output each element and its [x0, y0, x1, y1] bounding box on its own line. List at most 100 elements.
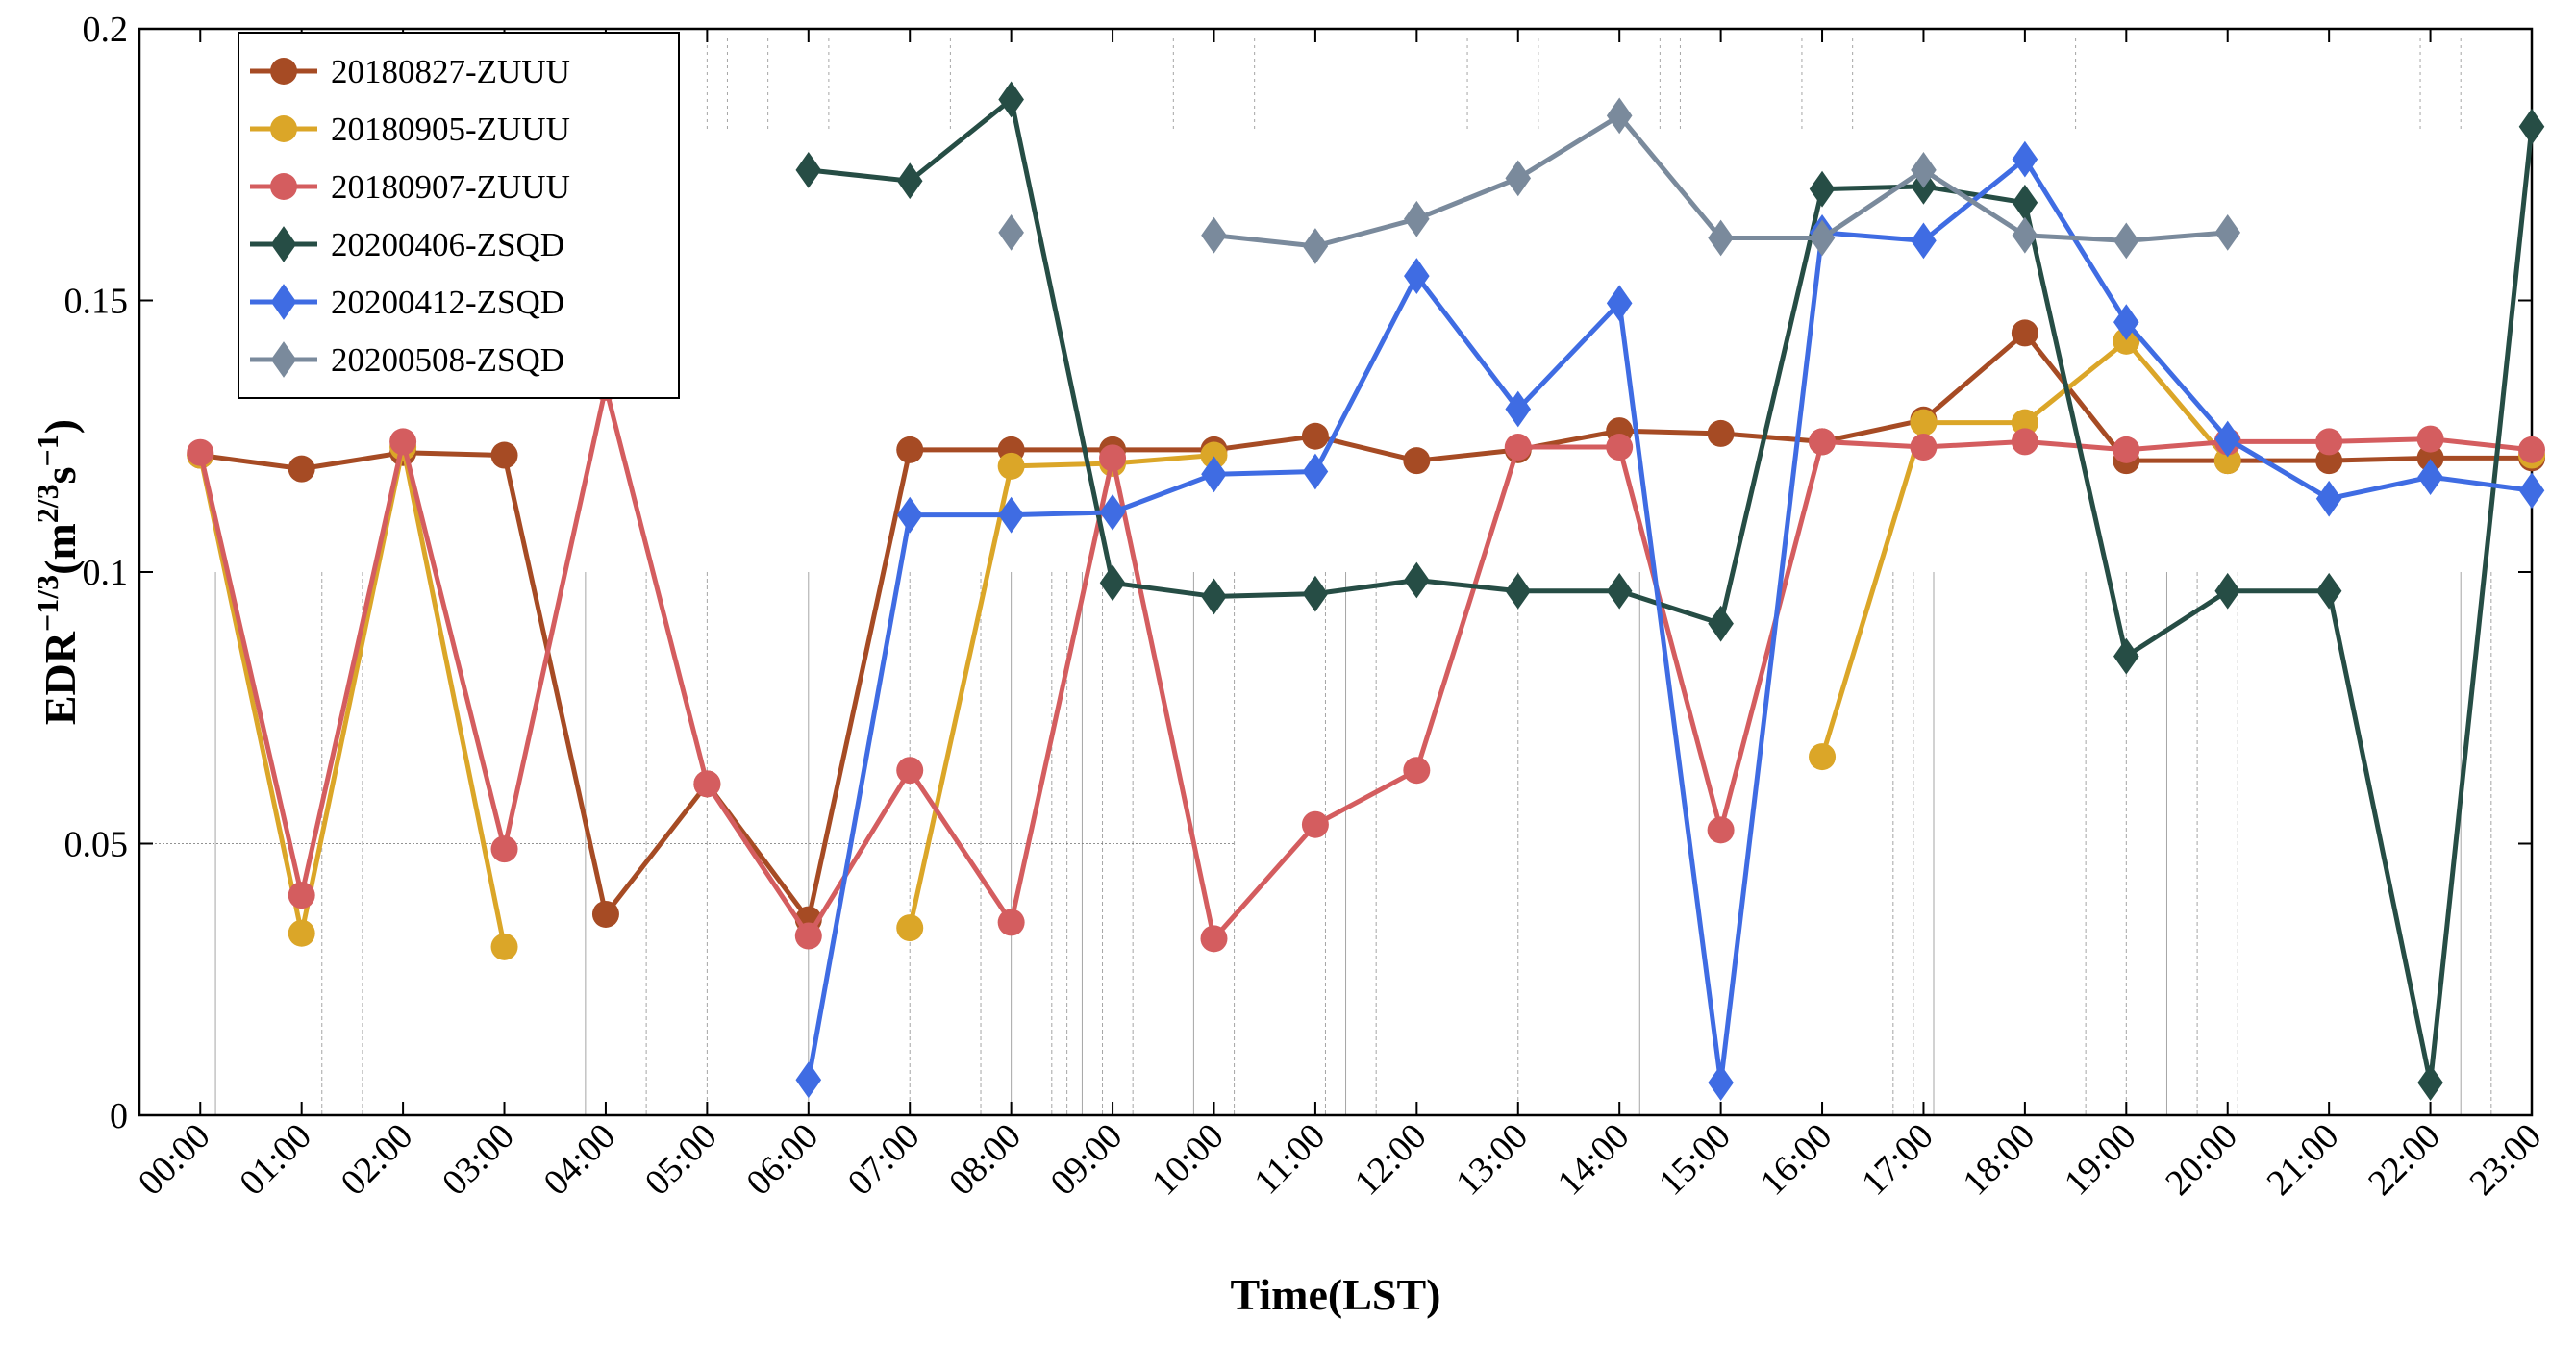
- x-tick-label: 03:00: [435, 1116, 522, 1204]
- x-tick-label: 08:00: [941, 1116, 1029, 1204]
- data-point: [998, 81, 1024, 118]
- data-point: [1201, 216, 1227, 254]
- data-point: [998, 213, 1024, 251]
- data-point: [1201, 578, 1227, 615]
- data-point: [2214, 420, 2241, 458]
- data-point: [270, 284, 297, 320]
- data-point: [1301, 810, 1329, 838]
- data-point: [490, 441, 518, 469]
- data-point: [2315, 428, 2343, 456]
- data-point: [896, 757, 924, 785]
- data-point: [2518, 436, 2545, 463]
- data-point: [1099, 444, 1127, 472]
- data-point: [998, 496, 1024, 534]
- x-tick-label: 06:00: [738, 1116, 826, 1204]
- data-point: [270, 115, 297, 142]
- data-point: [896, 162, 923, 200]
- x-tick-label: 11:00: [1246, 1116, 1333, 1203]
- data-point: [1505, 390, 1532, 428]
- legend-label: 20200406-ZSQD: [331, 226, 564, 263]
- x-tick-label: 15:00: [1651, 1116, 1738, 1204]
- data-point: [795, 1061, 822, 1099]
- data-point: [2213, 447, 2241, 475]
- legend-item: 20200508-ZSQD: [250, 341, 564, 379]
- data-point: [2315, 480, 2342, 517]
- legend-label: 20200412-ZSQD: [331, 284, 564, 321]
- series-20180827-ZUUU: [187, 319, 2545, 934]
- y-tick-label: 0.05: [64, 825, 129, 865]
- data-point: [2214, 213, 2241, 251]
- legend-item: 20200412-ZSQD: [250, 284, 564, 321]
- x-tick-label: 10:00: [1144, 1116, 1232, 1204]
- data-point: [1606, 97, 1633, 135]
- data-point: [270, 58, 297, 85]
- data-point: [1404, 561, 1430, 599]
- x-tick-label: 14:00: [1550, 1116, 1638, 1204]
- x-tick-label: 20:00: [2158, 1116, 2245, 1204]
- data-point: [1099, 564, 1126, 602]
- data-point: [2012, 216, 2038, 254]
- data-point: [1606, 572, 1633, 610]
- data-point: [1201, 456, 1227, 493]
- data-point: [2113, 327, 2140, 355]
- x-tick-label: 04:00: [536, 1116, 623, 1204]
- x-tick-label: 19:00: [2057, 1116, 2144, 1204]
- data-point: [270, 173, 297, 200]
- data-point: [389, 428, 417, 456]
- data-point: [1403, 757, 1431, 785]
- data-point: [2113, 637, 2139, 675]
- y-axis: 0 0.05 0.1 0.15 0.2: [64, 10, 2532, 1136]
- series-line: [907, 453, 1214, 929]
- y-tick-label: 0.2: [83, 10, 129, 50]
- legend: 20180827-ZUUU 20180905-ZUUU 20180907-ZUUU 2…: [238, 32, 680, 399]
- series-line: [806, 157, 2533, 1085]
- data-point: [2113, 304, 2139, 340]
- legend-item: 20180827-ZUUU: [250, 53, 570, 90]
- data-point: [270, 226, 297, 262]
- legend-label: 20180907-ZUUU: [331, 168, 570, 206]
- data-point: [896, 496, 923, 534]
- data-point: [2113, 222, 2139, 260]
- data-point: [896, 914, 924, 942]
- legend-label: 20200508-ZSQD: [331, 341, 564, 379]
- data-point: [1809, 219, 1836, 257]
- data-point: [490, 835, 518, 863]
- legend-box: [238, 32, 680, 399]
- x-tick-label: 22:00: [2361, 1116, 2448, 1204]
- data-point: [1707, 816, 1735, 844]
- data-point: [693, 770, 721, 798]
- data-point: [1708, 605, 1734, 642]
- legend-label: 20180827-ZUUU: [331, 53, 570, 90]
- data-point: [896, 436, 924, 463]
- data-point: [794, 922, 822, 950]
- data-point: [1708, 1064, 1734, 1101]
- x-tick-label: 17:00: [1854, 1116, 1941, 1204]
- x-tick-label: 18:00: [1955, 1116, 2042, 1204]
- data-point: [1910, 434, 1938, 461]
- series-20200508-ZSQD: [998, 97, 2241, 264]
- x-tick-label: 07:00: [840, 1116, 928, 1204]
- x-tick-label: 16:00: [1752, 1116, 1839, 1204]
- x-tick-label: 00:00: [131, 1116, 218, 1204]
- data-point: [288, 919, 315, 947]
- data-point: [1505, 572, 1532, 610]
- x-tick-label: 13:00: [1448, 1116, 1536, 1204]
- data-point: [997, 452, 1025, 480]
- x-tick-label: 01:00: [232, 1116, 319, 1204]
- data-point: [1403, 447, 1431, 475]
- x-tick-label: 02:00: [334, 1116, 421, 1204]
- data-point: [1809, 170, 1836, 208]
- data-point: [288, 882, 315, 909]
- data-point: [795, 152, 822, 188]
- series-20200412-ZSQD: [795, 140, 2545, 1101]
- data-point: [997, 909, 1025, 936]
- y-axis-title-unit-exponent-2: −1: [30, 434, 64, 466]
- data-point: [1504, 434, 1532, 461]
- data-point: [1606, 434, 1634, 461]
- data-point: [2113, 436, 2140, 463]
- y-axis-title-main: EDR: [36, 631, 85, 725]
- data-point: [1200, 925, 1228, 953]
- legend-label: 20180905-ZUUU: [331, 111, 570, 148]
- y-axis-title-unit-exponent-1: 2/3: [30, 484, 64, 523]
- legend-item: 20180907-ZUUU: [250, 168, 570, 206]
